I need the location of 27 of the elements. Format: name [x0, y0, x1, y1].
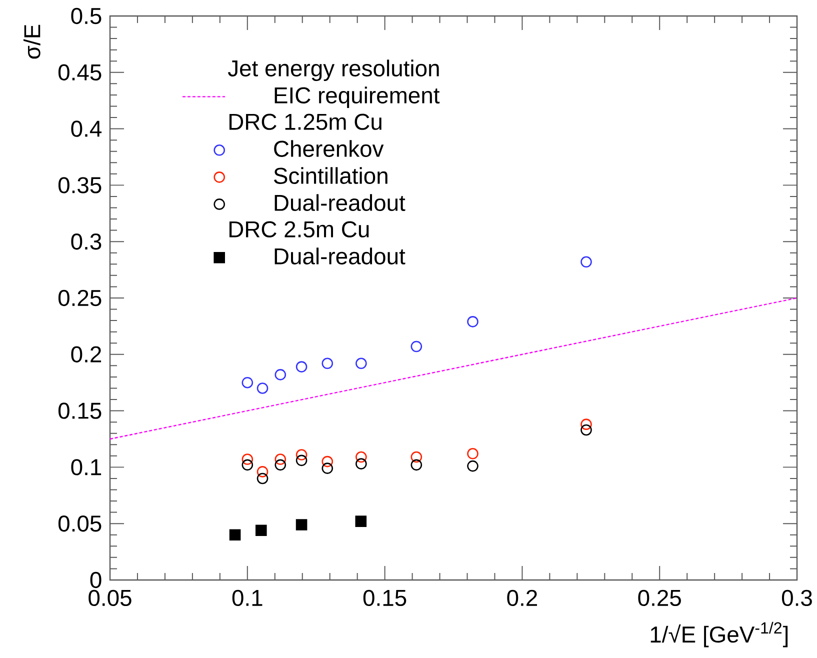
y-tick-label: 0: [90, 572, 102, 588]
x-tick-label: 0.2: [507, 590, 537, 606]
x-tick-label: 0.15: [363, 590, 406, 606]
legend-label: Scintillation: [274, 167, 388, 184]
legend-label: EIC requirement: [274, 86, 440, 108]
y-tick-label: 0.3: [71, 233, 102, 250]
y-tick-label: 0.5: [71, 8, 102, 24]
y-tick-label: 0.45: [58, 64, 102, 80]
y-tick-label: 0.05: [58, 515, 102, 532]
x-tick-label: 0.25: [638, 590, 681, 606]
legend-title: Jet energy resolution: [228, 60, 439, 82]
y-tick-label: 0.15: [58, 402, 102, 419]
y-tick-label: 0.2: [71, 346, 102, 362]
y-axis-title: σ/E: [24, 24, 40, 59]
legend-label: Cherenkov: [274, 140, 384, 157]
x-axis-title: 1/√E [GeV$^{-1/2}$]: [650, 622, 788, 648]
legend-label: Dual-readout: [274, 248, 406, 264]
x-tick-label: 0.1: [232, 590, 262, 606]
y-tick-label: 0.4: [71, 120, 102, 137]
x-tick-label: 0.05: [88, 590, 132, 606]
y-tick-label: 0.1: [71, 459, 102, 476]
annotation: DRC 2.5m Cu: [229, 221, 369, 238]
y-tick-label: 0.35: [58, 177, 102, 194]
legend-label: Dual-readout: [274, 194, 406, 212]
x-tick-label: 0.3: [782, 590, 812, 606]
annotation: DRC 1.25m Cu: [229, 114, 382, 130]
y-tick-label: 0.25: [58, 290, 102, 306]
